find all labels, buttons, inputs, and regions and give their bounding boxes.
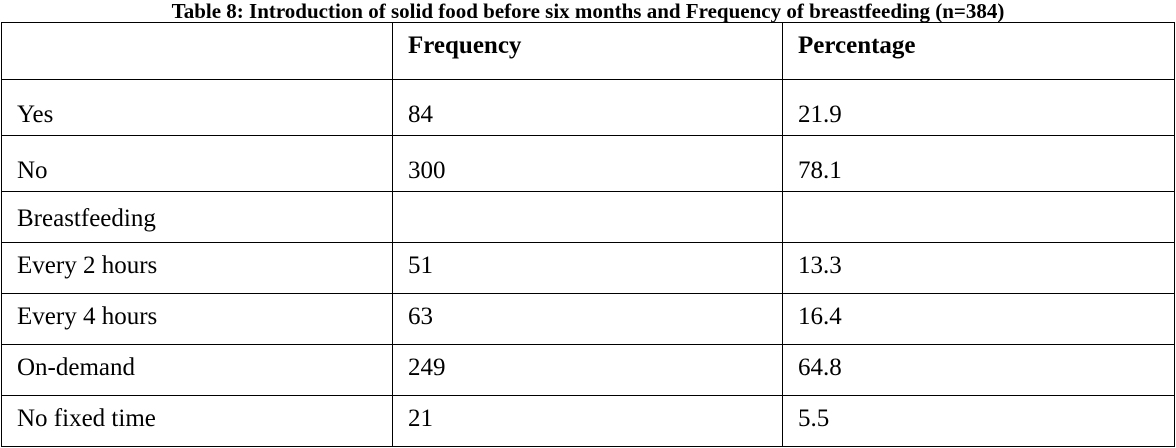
row-percentage: 16.4	[782, 293, 1175, 345]
data-table: Frequency Percentage Yes 84 21.9 No 300 …	[1, 22, 1175, 447]
row-frequency: 51	[392, 242, 783, 294]
table-row: No 300 78.1	[1, 135, 1175, 192]
table-caption: Table 8: Introduction of solid food befo…	[171, 0, 1005, 23]
table-row: Breastfeeding	[1, 191, 1175, 243]
row-percentage	[782, 191, 1175, 243]
row-frequency: 84	[392, 79, 783, 136]
row-label: On-demand	[1, 344, 393, 396]
row-frequency: 63	[392, 293, 783, 345]
row-percentage: 21.9	[782, 79, 1175, 136]
row-label: No	[1, 135, 393, 192]
row-percentage: 5.5	[782, 395, 1175, 447]
header-cell-frequency: Frequency	[392, 22, 783, 80]
row-label: Every 2 hours	[1, 242, 393, 294]
table-header-row: Frequency Percentage	[1, 22, 1175, 80]
row-frequency: 300	[392, 135, 783, 192]
header-cell-percentage: Percentage	[782, 22, 1175, 80]
row-percentage: 78.1	[782, 135, 1175, 192]
row-frequency	[392, 191, 783, 243]
row-label: Every 4 hours	[1, 293, 393, 345]
row-frequency: 249	[392, 344, 783, 396]
row-percentage: 64.8	[782, 344, 1175, 396]
row-label: No fixed time	[1, 395, 393, 447]
header-cell-label	[1, 22, 393, 80]
table-row: Every 2 hours 51 13.3	[1, 242, 1175, 294]
table-row: Every 4 hours 63 16.4	[1, 293, 1175, 345]
row-label: Breastfeeding	[1, 191, 393, 243]
row-frequency: 21	[392, 395, 783, 447]
table-row: No fixed time 21 5.5	[1, 395, 1175, 447]
table-row: On-demand 249 64.8	[1, 344, 1175, 396]
row-percentage: 13.3	[782, 242, 1175, 294]
table-row: Yes 84 21.9	[1, 79, 1175, 136]
row-label: Yes	[1, 79, 393, 136]
